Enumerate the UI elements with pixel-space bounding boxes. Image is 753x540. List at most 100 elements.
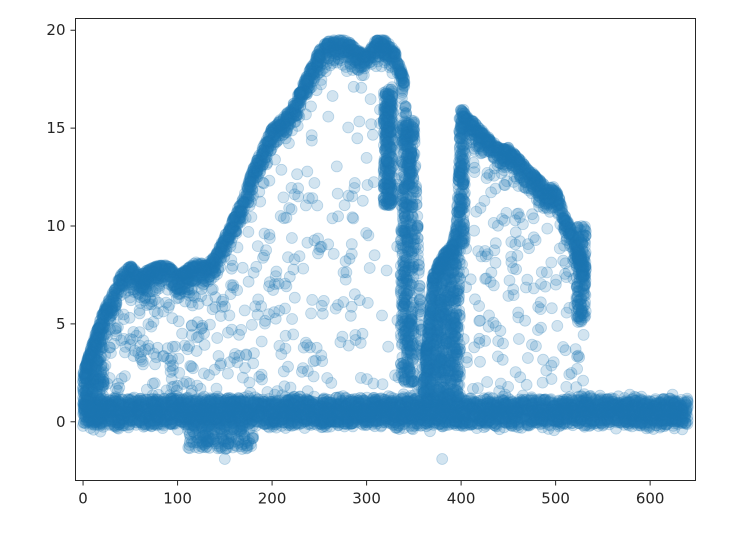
scatter-point (505, 415, 518, 428)
scatter-point (401, 395, 414, 408)
scatter-point (366, 402, 378, 414)
scatter-point (90, 412, 102, 425)
scatter-point (435, 401, 448, 414)
scatter-point (243, 413, 256, 426)
scatter-point (546, 400, 559, 413)
scatter-point (115, 407, 127, 420)
scatter-point (330, 406, 343, 419)
scatter-point (212, 417, 225, 430)
scatter-point (230, 406, 243, 419)
scatter-point (487, 402, 500, 415)
scatter-point (80, 405, 93, 418)
scatter-point (257, 395, 269, 408)
scatter-point (97, 397, 110, 410)
scatter-point (531, 413, 543, 426)
scatter-point (84, 422, 97, 434)
scatter-point (542, 422, 555, 435)
scatter-point (197, 402, 210, 415)
scatter-point (313, 414, 326, 427)
scatter-point (112, 400, 125, 413)
scatter-point (190, 415, 202, 428)
scatter-point (297, 396, 309, 409)
scatter-point (348, 406, 361, 419)
scatter-point (246, 408, 258, 421)
scatter-point (642, 399, 655, 412)
scatter-point (140, 409, 153, 422)
scatter-point (301, 406, 314, 418)
scatter-point (331, 411, 344, 424)
scatter-point (159, 400, 172, 413)
scatter-point (396, 406, 409, 419)
scatter-point (292, 411, 305, 424)
scatter-point (563, 404, 575, 417)
scatter-point (130, 407, 143, 420)
scatter-point (195, 412, 208, 425)
scatter-point (200, 407, 213, 420)
scatter-point (500, 415, 513, 428)
scatter-point (557, 412, 570, 425)
scatter-point (497, 398, 510, 411)
scatter-point (340, 397, 353, 410)
scatter-point (242, 406, 254, 419)
scatter-point (675, 393, 688, 406)
scatter-point (359, 410, 372, 423)
scatter-point (378, 400, 391, 413)
scatter-point (276, 413, 289, 426)
scatter-point (369, 398, 382, 411)
scatter-point (611, 411, 624, 424)
scatter-point (213, 408, 226, 421)
scatter-point (324, 411, 337, 424)
scatter-point (78, 403, 91, 416)
scatter-point (458, 394, 470, 407)
scatter-point (585, 405, 598, 418)
scatter-point (627, 404, 640, 417)
scatter-point (620, 398, 633, 411)
scatter-point (411, 418, 424, 431)
scatter-point (106, 408, 119, 421)
scatter-point (180, 400, 193, 413)
scatter-point (147, 407, 160, 420)
scatter-point (439, 400, 451, 413)
scatter-point (211, 411, 224, 424)
scatter-point (489, 413, 502, 426)
scatter-point (668, 408, 681, 421)
scatter-point (390, 399, 403, 412)
scatter-point (499, 396, 512, 409)
scatter-point (192, 402, 205, 415)
scatter-point (670, 406, 683, 419)
scatter-point (395, 393, 407, 406)
scatter-point (482, 401, 495, 414)
scatter-point (178, 418, 191, 431)
scatter-point (643, 400, 656, 413)
scatter-point (556, 412, 568, 425)
scatter-point (172, 414, 185, 427)
scatter-point (407, 410, 420, 423)
scatter-point (430, 394, 443, 407)
scatter-point (208, 405, 221, 418)
scatter-point (434, 402, 447, 414)
scatter-point (542, 402, 555, 415)
scatter-point (250, 407, 263, 420)
scatter-point (194, 401, 207, 414)
scatter-point (433, 417, 446, 430)
scatter-point (423, 395, 436, 408)
scatter-point (204, 404, 217, 417)
scatter-point (621, 412, 634, 425)
scatter-point (119, 410, 132, 423)
scatter-point (667, 419, 680, 432)
scatter-point (511, 407, 524, 420)
scatter-point (564, 404, 577, 417)
scatter-point (482, 399, 495, 412)
scatter-point (229, 412, 242, 424)
scatter-point (477, 398, 490, 411)
scatter-point (487, 415, 500, 428)
scatter-point (330, 391, 342, 404)
scatter-point (566, 409, 579, 422)
scatter-point (149, 414, 162, 427)
scatter-point (349, 397, 362, 410)
scatter-point (92, 412, 105, 425)
scatter-point (653, 408, 666, 421)
scatter-point (611, 403, 624, 416)
scatter-point (251, 396, 264, 409)
scatter-point (400, 415, 412, 428)
